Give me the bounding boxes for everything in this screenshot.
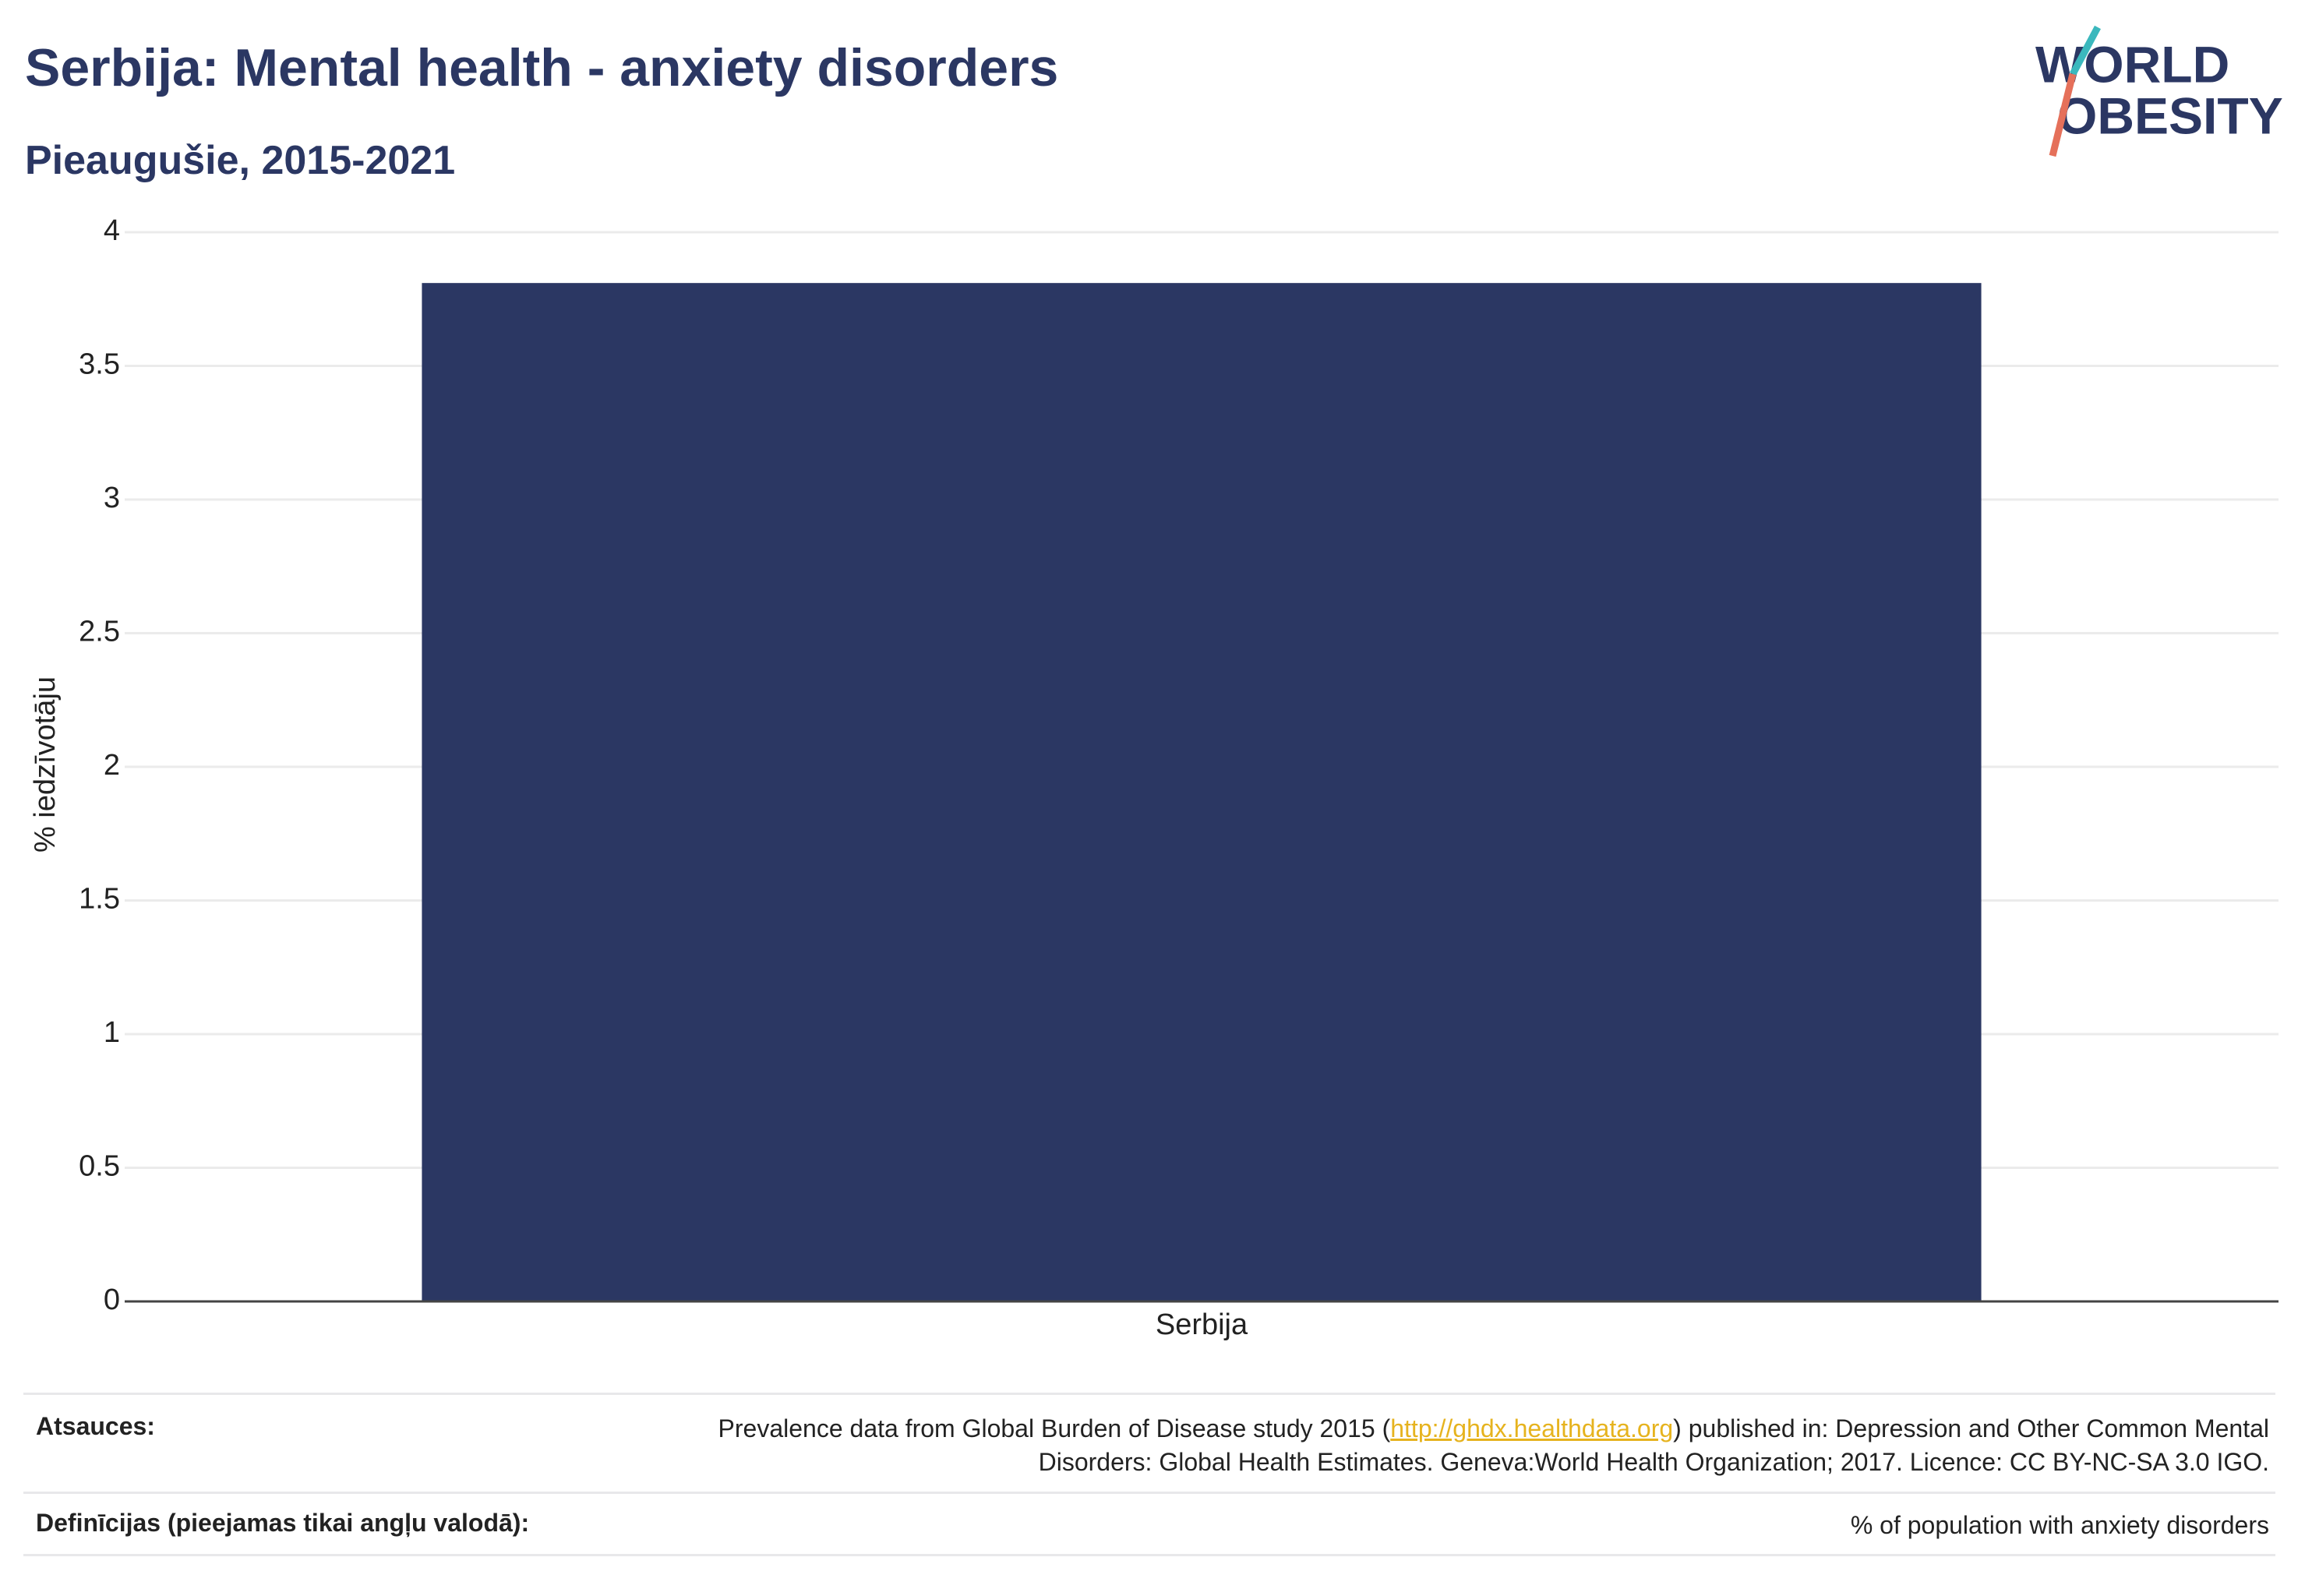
- y-tick-label: 0.5: [79, 1150, 120, 1183]
- chart-subtitle: Pieaugušie, 2015-2021: [25, 138, 456, 183]
- y-tick-label: 1.5: [79, 883, 120, 916]
- bar: [422, 283, 1982, 1301]
- y-tick-label: 4: [104, 214, 120, 247]
- definitions-text: % of population with anxiety disorders: [1850, 1511, 2269, 1539]
- definitions-row: Definīcijas (pieejamas tikai angļu valod…: [23, 1492, 2275, 1556]
- logo-slash-top: [2070, 25, 2101, 76]
- y-axis-label: % iedzīvotāju: [29, 676, 62, 853]
- y-tick-label: 0: [104, 1284, 120, 1316]
- sources-text: Prevalence data from Global Burden of Di…: [633, 1412, 2269, 1479]
- sources-link[interactable]: http://ghdx.healthdata.org: [1390, 1414, 1674, 1442]
- chart-title: Serbija: Mental health - anxiety disorde…: [25, 38, 1059, 97]
- y-tick-label: 2.5: [79, 616, 120, 648]
- sources-label: Atsauces:: [36, 1412, 155, 1440]
- x-tick-label: Serbija: [1156, 1308, 1248, 1341]
- y-tick-label: 3: [104, 482, 120, 514]
- sources-after: ) published in: Depression and Other Com…: [1038, 1414, 2269, 1476]
- logo-slash-bottom: [2049, 72, 2077, 157]
- logo: WORLD OBESITY: [2035, 25, 2283, 157]
- sources-before: Prevalence data from Global Burden of Di…: [718, 1414, 1391, 1442]
- definitions-label: Definīcijas (pieejamas tikai angļu valod…: [36, 1509, 530, 1537]
- y-tick-label: 2: [104, 749, 120, 782]
- logo-line2: OBESITY: [2057, 87, 2283, 144]
- y-tick-label: 1: [104, 1016, 120, 1049]
- chart: % iedzīvotāju 0 0.5 1 1.5 2 2.5 3 3.5 4 Serbija: [29, 214, 2279, 1341]
- y-tick-label: 3.5: [79, 348, 120, 381]
- sources-row: Atsauces: Prevalence data from Global Bu…: [23, 1393, 2275, 1494]
